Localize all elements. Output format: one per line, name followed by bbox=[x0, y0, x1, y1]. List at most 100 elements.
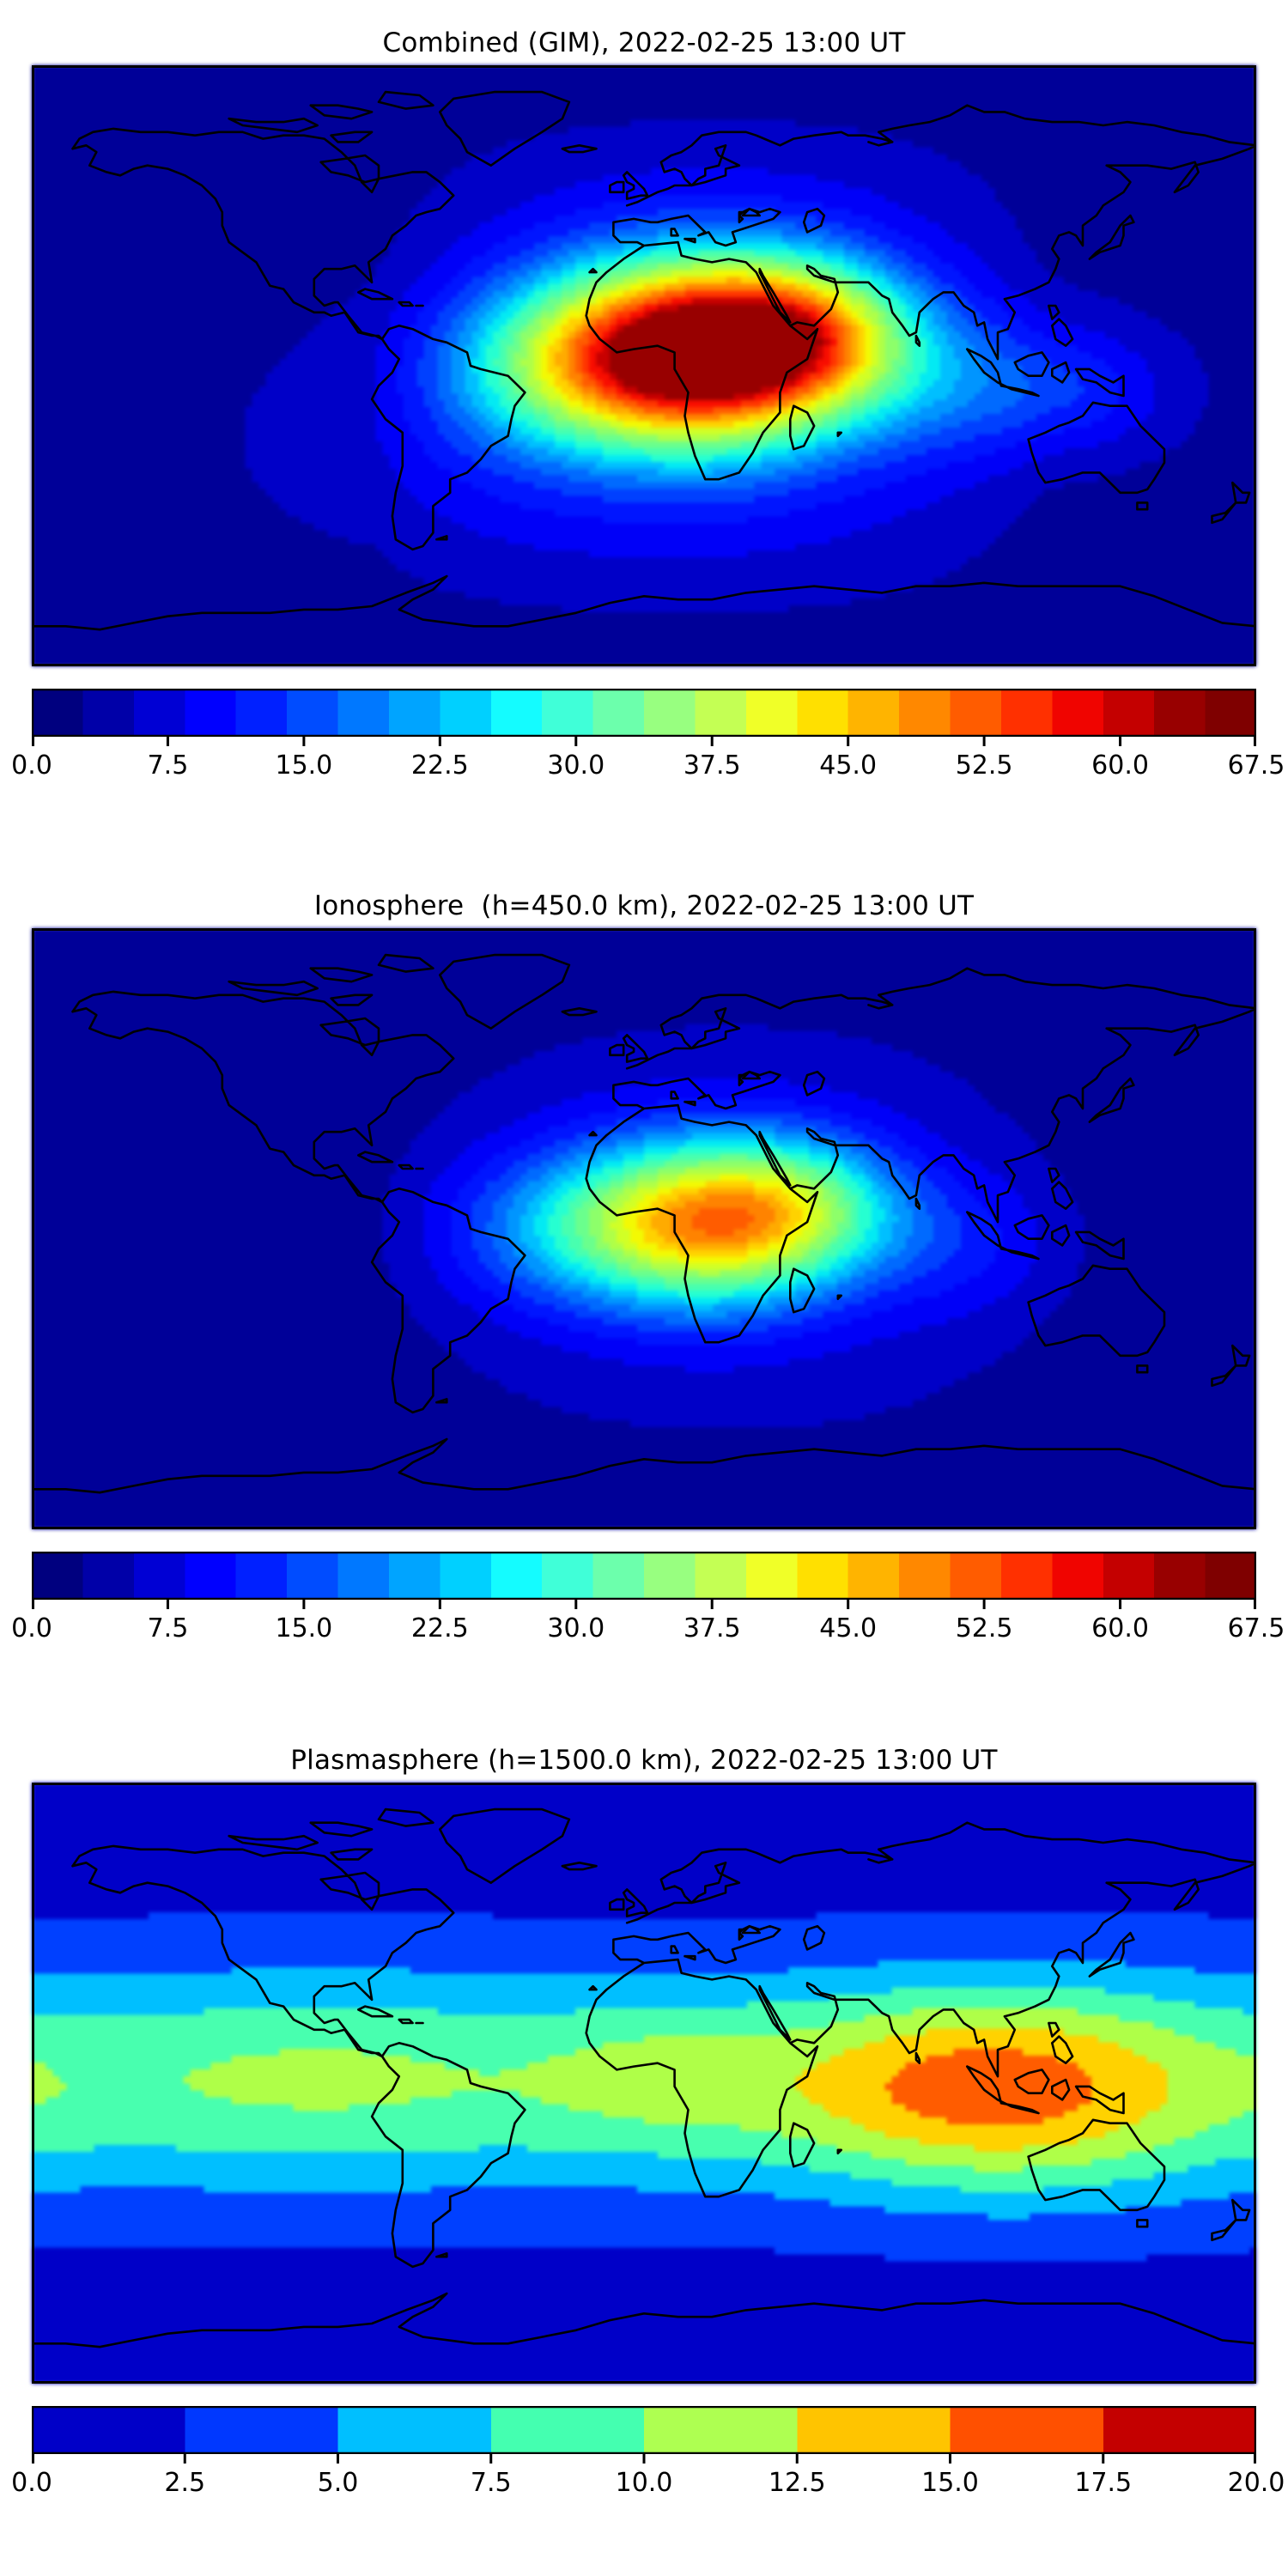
colorbar-segment bbox=[490, 1552, 543, 1600]
colorbar-ticks bbox=[32, 2454, 1256, 2464]
colorbar-tick-label: 52.5 bbox=[955, 750, 1013, 781]
colorbar-segment bbox=[1000, 689, 1053, 737]
colorbar-segment bbox=[644, 1552, 696, 1600]
colorbar-tick-label: 0.0 bbox=[11, 2468, 52, 2498]
colorbar-segment bbox=[797, 1552, 849, 1600]
colorbar-segment bbox=[32, 1552, 84, 1600]
colorbar-segment bbox=[32, 2406, 185, 2454]
colorbar-segment bbox=[950, 689, 1002, 737]
colorbar-segment bbox=[185, 2406, 339, 2454]
colorbar-tick-label: 15.0 bbox=[275, 750, 333, 781]
colorbar-segment bbox=[950, 1552, 1002, 1600]
colorbar-segment bbox=[235, 689, 288, 737]
colorbar-segment bbox=[644, 689, 696, 737]
contour-map bbox=[32, 1783, 1256, 2384]
colorbar-tick-label: 45.0 bbox=[819, 750, 878, 781]
colorbar-tick-label: 60.0 bbox=[1091, 750, 1149, 781]
colorbar-tick-label: 15.0 bbox=[275, 1613, 333, 1643]
colorbar-segment bbox=[32, 689, 84, 737]
colorbar-segment bbox=[440, 689, 492, 737]
colorbar-segment bbox=[287, 1552, 339, 1600]
colorbar-tick-label: 30.0 bbox=[547, 1613, 605, 1643]
colorbar-segment bbox=[1205, 1552, 1256, 1600]
colorbar-tick-label: 30.0 bbox=[547, 750, 605, 781]
colorbar-tick-label: 37.5 bbox=[683, 1613, 741, 1643]
colorbar-segment bbox=[337, 2406, 492, 2454]
colorbar-tick-label: 7.5 bbox=[470, 2468, 512, 2498]
colorbar-segment bbox=[695, 689, 747, 737]
coastlines bbox=[32, 953, 1256, 1494]
colorbar-ionosphere bbox=[32, 1552, 1256, 1600]
colorbar-segment bbox=[1154, 1552, 1206, 1600]
colorbar-segment bbox=[848, 689, 900, 737]
colorbar-segment bbox=[899, 689, 951, 737]
map-plasmasphere bbox=[32, 1783, 1256, 2384]
colorbar-segment bbox=[899, 1552, 951, 1600]
colorbar-combined-gim bbox=[32, 689, 1256, 737]
colorbar-segment bbox=[133, 689, 185, 737]
colorbar-tick-label: 12.5 bbox=[768, 2468, 826, 2498]
coastlines bbox=[32, 90, 1256, 631]
colorbar-segment bbox=[235, 1552, 288, 1600]
colorbar-tick-label: 2.5 bbox=[164, 2468, 206, 2498]
colorbar-segment bbox=[82, 689, 135, 737]
colorbar-segment bbox=[388, 689, 440, 737]
colorbar-segment bbox=[1052, 689, 1104, 737]
colorbar-segment bbox=[133, 1552, 185, 1600]
colorbar-segment bbox=[695, 1552, 747, 1600]
colorbar-tick-label: 37.5 bbox=[683, 750, 741, 781]
colorbar-segment bbox=[797, 2406, 951, 2454]
contour-map bbox=[32, 65, 1256, 666]
colorbar-segment bbox=[337, 689, 390, 737]
colorbar-tick-label: 0.0 bbox=[11, 750, 52, 781]
map-ionosphere bbox=[32, 928, 1256, 1529]
colorbar-segment bbox=[542, 689, 594, 737]
colorbar-tick-label: 67.5 bbox=[1227, 750, 1285, 781]
colorbar-segment bbox=[592, 689, 645, 737]
panel-plasmasphere: Plasmasphere (h=1500.0 km), 2022-02-25 1… bbox=[0, 1743, 1288, 2498]
colorbar-segment bbox=[1052, 1552, 1104, 1600]
colorbar-tick-label: 7.5 bbox=[147, 750, 189, 781]
colorbar-tick-label: 17.5 bbox=[1074, 2468, 1133, 2498]
colorbar-segment bbox=[440, 1552, 492, 1600]
colorbar-tick-label: 20.0 bbox=[1227, 2468, 1285, 2498]
colorbar-segment bbox=[1205, 689, 1256, 737]
colorbar-tick-label: 45.0 bbox=[819, 1613, 878, 1643]
panel-title-plasmasphere: Plasmasphere (h=1500.0 km), 2022-02-25 1… bbox=[290, 1745, 998, 1776]
colorbar-ticklabels-ionosphere: 0.0 7.5 15.0 22.5 30.0 37.5 45.0 52.5 60.0 67.5 bbox=[11, 1600, 1285, 1643]
colorbar-swatches bbox=[32, 2406, 1256, 2454]
colorbar-ticklabels-combined-gim: 0.0 7.5 15.0 22.5 30.0 37.5 45.0 52.5 60.0 67.5 bbox=[11, 737, 1285, 781]
panel-title-ionosphere: Ionosphere (h=450.0 km), 2022-02-25 13:0… bbox=[313, 890, 975, 921]
colorbar-segment bbox=[185, 1552, 237, 1600]
colorbar-segment bbox=[1103, 1552, 1155, 1600]
colorbar-segment bbox=[848, 1552, 900, 1600]
colorbar-tick-label: 7.5 bbox=[147, 1613, 189, 1643]
colorbar-segment bbox=[644, 2406, 798, 2454]
colorbar-segment bbox=[1103, 2406, 1256, 2454]
colorbar-swatches bbox=[32, 1552, 1256, 1600]
colorbar-ticks bbox=[32, 1600, 1256, 1609]
colorbar-tick-label: 10.0 bbox=[615, 2468, 673, 2498]
colorbar-segment bbox=[745, 689, 798, 737]
colorbar-segment bbox=[388, 1552, 440, 1600]
colorbar-segment bbox=[337, 1552, 390, 1600]
colorbar-tick-label: 60.0 bbox=[1091, 1613, 1149, 1643]
colorbar-segment bbox=[542, 1552, 594, 1600]
colorbar-swatches bbox=[32, 689, 1256, 737]
colorbar-segment bbox=[1154, 689, 1206, 737]
panel-ionosphere: Ionosphere (h=450.0 km), 2022-02-25 13:0… bbox=[0, 889, 1288, 1643]
colorbar-tick-label: 5.0 bbox=[317, 2468, 359, 2498]
colorbar-tick-label: 22.5 bbox=[410, 1613, 469, 1643]
colorbar-tick-label: 22.5 bbox=[410, 750, 469, 781]
colorbar-ticks bbox=[32, 737, 1256, 746]
colorbar-tick-label: 52.5 bbox=[955, 1613, 1013, 1643]
colorbar-segment bbox=[490, 2406, 645, 2454]
panel-title-combined-gim: Combined (GIM), 2022-02-25 13:00 UT bbox=[382, 27, 906, 58]
colorbar-segment bbox=[745, 1552, 798, 1600]
colorbar-segment bbox=[287, 689, 339, 737]
colorbar-segment bbox=[1000, 1552, 1053, 1600]
colorbar-tick-label: 67.5 bbox=[1227, 1613, 1285, 1643]
colorbar-segment bbox=[185, 689, 237, 737]
coastlines bbox=[32, 1807, 1256, 2348]
